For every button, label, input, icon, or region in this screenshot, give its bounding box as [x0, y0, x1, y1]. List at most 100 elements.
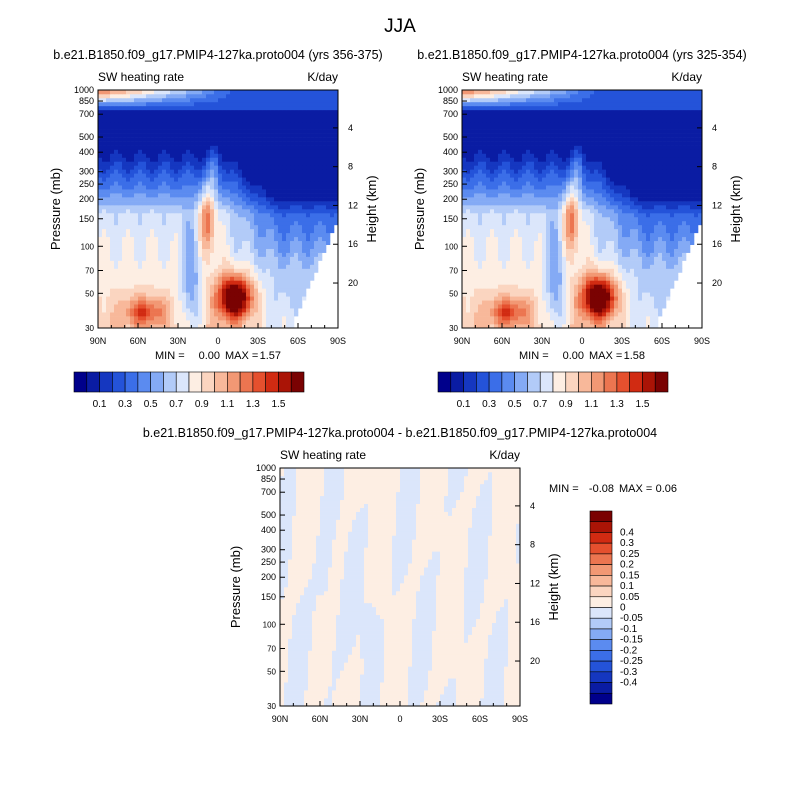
- field-cell: [138, 189, 142, 193]
- field-cell: [118, 130, 122, 134]
- field-cell: [470, 280, 474, 284]
- field-cell: [254, 169, 258, 173]
- field-cell: [626, 253, 630, 257]
- field-cell: [222, 146, 226, 150]
- field-cell: [162, 280, 166, 284]
- field-cell: [210, 114, 214, 118]
- field-cell: [222, 94, 226, 98]
- field-cell: [614, 276, 618, 280]
- field-cell: [246, 138, 250, 142]
- field-cell: [158, 169, 162, 173]
- field-cell: [670, 225, 674, 229]
- field-cell: [314, 189, 318, 193]
- field-cell: [202, 237, 206, 241]
- field-cell: [222, 217, 226, 221]
- field-cell: [134, 229, 138, 233]
- field-cell: [110, 280, 114, 284]
- field-cell: [230, 253, 234, 257]
- field-cell: [170, 177, 174, 181]
- field-cell: [258, 177, 262, 181]
- field-cell: [230, 169, 234, 173]
- field-cell: [134, 217, 138, 221]
- field-cell: [222, 229, 226, 233]
- field-cell: [198, 102, 202, 106]
- field-cell: [170, 272, 174, 276]
- field-cell: [466, 308, 470, 312]
- field-cell: [162, 173, 166, 177]
- field-cell: [178, 241, 182, 245]
- field-cell: [298, 209, 302, 213]
- field-cell: [306, 106, 310, 110]
- field-cell: [618, 300, 622, 304]
- field-cell: [586, 269, 590, 273]
- field-cell: [258, 142, 262, 146]
- field-cell: [542, 265, 546, 269]
- field-cell: [482, 292, 486, 296]
- field-cell: [290, 134, 294, 138]
- field-cell: [594, 308, 598, 312]
- field-cell: [298, 114, 302, 118]
- field-cell: [146, 213, 150, 217]
- field-cell: [158, 225, 162, 229]
- field-cell: [118, 249, 122, 253]
- field-cell: [294, 249, 298, 253]
- colorbar-label: 0.5: [144, 399, 158, 410]
- field-cell: [118, 217, 122, 221]
- field-cell: [118, 114, 122, 118]
- field-cell: [298, 90, 302, 94]
- field-cell: [194, 114, 198, 118]
- field-cell: [570, 233, 574, 237]
- field-cell: [186, 201, 190, 205]
- field-cell: [490, 241, 494, 245]
- field-cell: [246, 284, 250, 288]
- field-cell: [254, 177, 258, 181]
- field-cell: [174, 276, 178, 280]
- field-cell: [606, 241, 610, 245]
- field-cell: [498, 292, 502, 296]
- field-cell: [478, 300, 482, 304]
- field-cell: [306, 177, 310, 181]
- field-cell: [262, 217, 266, 221]
- field-cell: [154, 146, 158, 150]
- field-cell: [566, 292, 570, 296]
- field-cell: [270, 169, 274, 173]
- field-cell: [170, 102, 174, 106]
- field-cell: [98, 241, 102, 245]
- field-cell: [482, 257, 486, 261]
- field-cell: [106, 312, 110, 316]
- field-cell: [254, 205, 258, 209]
- field-cell: [182, 209, 186, 213]
- field-cell: [162, 94, 166, 98]
- field-cell: [242, 193, 246, 197]
- field-cell: [266, 209, 270, 213]
- field-cell: [538, 249, 542, 253]
- field-cell: [242, 265, 246, 269]
- field-cell: [118, 161, 122, 165]
- field-cell: [318, 118, 322, 122]
- field-cell: [158, 296, 162, 300]
- field-cell: [282, 300, 286, 304]
- field-cell: [286, 300, 290, 304]
- field-cell: [202, 245, 206, 249]
- field-cell: [146, 221, 150, 225]
- field-cell: [274, 138, 278, 142]
- field-cell: [234, 229, 238, 233]
- field-cell: [278, 300, 282, 304]
- field-cell: [162, 165, 166, 169]
- field-cell: [134, 94, 138, 98]
- field-cell: [646, 272, 650, 276]
- field-cell: [290, 114, 294, 118]
- field-cell: [154, 94, 158, 98]
- field-cell: [530, 272, 534, 276]
- panel-1-y2label: Height (km): [364, 175, 379, 242]
- field-cell: [118, 280, 122, 284]
- field-cell: [130, 94, 134, 98]
- field-cell: [138, 276, 142, 280]
- field-cell: [126, 316, 130, 320]
- field-cell: [246, 90, 250, 94]
- field-cell: [610, 288, 614, 292]
- field-cell: [662, 253, 666, 257]
- field-cell: [262, 312, 266, 316]
- field-cell: [586, 257, 590, 261]
- field-cell: [478, 237, 482, 241]
